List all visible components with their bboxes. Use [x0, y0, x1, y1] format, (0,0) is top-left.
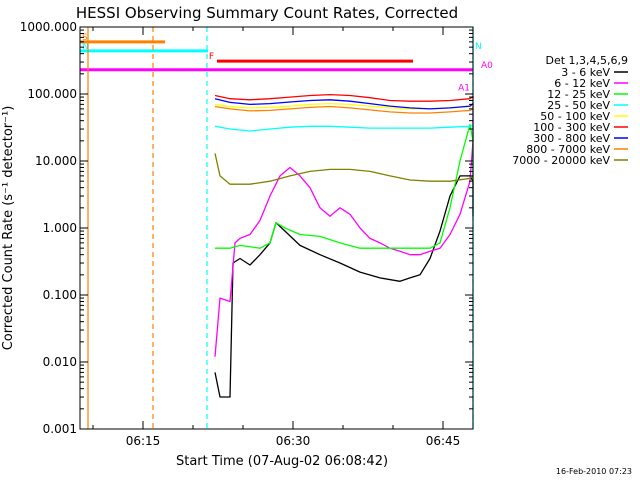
flag-label: N	[82, 42, 89, 52]
y-tick-label: 1000.000	[20, 20, 77, 34]
legend-entry: 50 - 100 keV	[540, 110, 610, 123]
y-tick-label: 0.010	[43, 355, 77, 369]
series-line	[214, 124, 474, 132]
legend-entry: 800 - 7000 keV	[526, 143, 610, 156]
series-line	[214, 98, 474, 110]
x-axis-label: Start Time (07-Aug-02 06:08:42)	[176, 454, 388, 469]
x-axis-ticks: 06:15 06:30 06:45	[92, 27, 461, 448]
flag-label: F	[209, 52, 214, 62]
series-line	[214, 175, 474, 398]
y-tick-label: 0.100	[43, 288, 77, 302]
y-tick-label: 100.000	[27, 87, 77, 101]
x-tick-label: 06:45	[426, 434, 461, 448]
flag-label: A1	[458, 83, 470, 93]
footer-date: 16-Feb-2010 07:23	[556, 467, 632, 476]
series-line	[214, 153, 474, 185]
x-tick-label: 06:15	[126, 434, 161, 448]
flag-label: S	[82, 33, 88, 43]
series-line	[214, 105, 474, 114]
legend-entry: 3 - 6 keV	[561, 66, 610, 79]
flag-label: A0	[481, 61, 493, 71]
y-tick-label: 0.001	[43, 422, 77, 436]
chart-title: HESSI Observing Summary Count Rates, Cor…	[76, 4, 458, 22]
series-lines	[214, 93, 474, 398]
series-line	[215, 123, 474, 249]
series-line	[214, 103, 474, 357]
y-tick-label: 10.000	[35, 154, 77, 168]
x-tick-label: 06:30	[276, 434, 311, 448]
flag-label: N	[475, 42, 482, 52]
legend-title: Det 1,3,4,5,6,9	[545, 54, 628, 67]
legend-entry: 12 - 25 keV	[547, 88, 610, 101]
legend-entry: 6 - 12 keV	[554, 77, 610, 90]
legend-entry: 7000 - 20000 keV	[512, 154, 610, 167]
vertical-markers	[87, 27, 474, 429]
series-line	[214, 93, 474, 102]
legend-entry: 300 - 800 keV	[533, 132, 610, 145]
legend-entry: 25 - 50 keV	[547, 99, 610, 112]
y-axis-label: Corrected Count Rate (s⁻¹ detector⁻¹)	[1, 106, 16, 351]
legend-entry: 100 - 300 keV	[533, 121, 610, 134]
plot-frame	[79, 26, 474, 430]
y-axis-ticks: 0.001 0.010 0.100 1.000 10.000 100.000 1000.00…	[20, 20, 473, 436]
y-tick-label: 1.000	[43, 221, 77, 235]
